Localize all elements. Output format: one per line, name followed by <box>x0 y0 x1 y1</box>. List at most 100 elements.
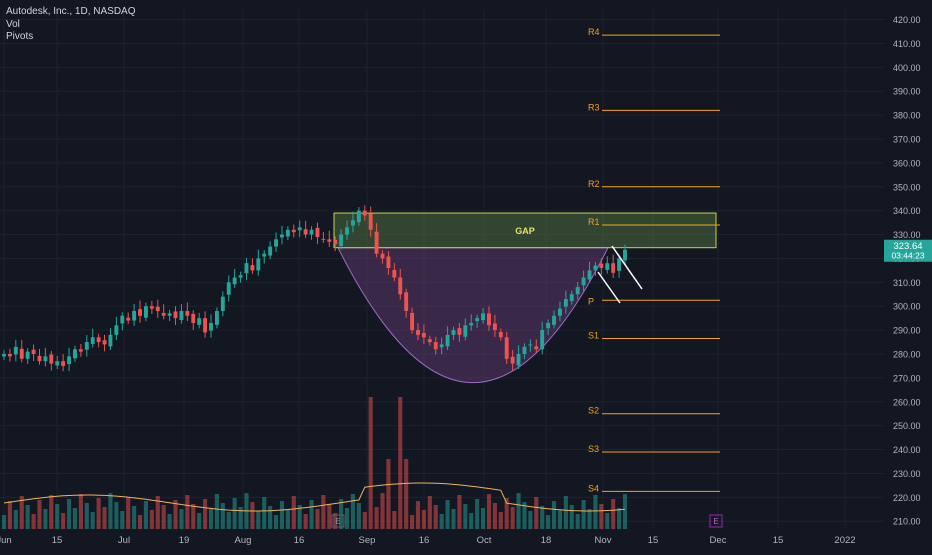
volume-bar <box>321 495 326 529</box>
candle-body <box>102 340 107 345</box>
candle-body <box>339 234 344 247</box>
candle-body <box>404 292 409 311</box>
pivot-label-r1: R1 <box>588 217 600 227</box>
candle-body <box>374 231 379 254</box>
candle-body <box>185 311 190 316</box>
symbol-title: Autodesk, Inc., 1D, NASDAQ <box>6 6 136 17</box>
volume-bar <box>451 509 456 529</box>
volume-bar <box>587 509 592 529</box>
volume-bar <box>185 495 190 529</box>
candle-body <box>256 258 261 271</box>
candle-body <box>368 213 373 230</box>
volume-bar <box>161 505 166 529</box>
candle-body <box>498 332 503 338</box>
volume-bar <box>256 511 261 529</box>
current-price-badge <box>884 239 932 262</box>
volume-bar <box>179 509 184 529</box>
x-axis-tick-label: 18 <box>541 535 552 546</box>
pivots-indicator-label: Pivots <box>6 31 34 42</box>
candle-body <box>78 349 83 352</box>
candle-body <box>557 308 562 316</box>
candle-body <box>2 354 6 357</box>
candle-body <box>540 330 545 350</box>
candle-body <box>623 249 627 261</box>
chart-legend: Autodesk, Inc., 1D, NASDAQ Vol Pivots <box>6 6 136 44</box>
volume-bar <box>220 503 225 529</box>
gap-zone-box <box>333 212 717 249</box>
volume-bar <box>279 501 285 529</box>
x-axis-tick-label: 15 <box>773 535 784 546</box>
earnings-marker <box>709 514 723 528</box>
candle-body <box>96 337 101 343</box>
volume-bar <box>469 513 474 529</box>
candle-body <box>126 317 131 321</box>
earnings-marker-label: E <box>335 517 340 526</box>
volume-bar <box>327 504 332 529</box>
volume-bar <box>250 502 255 529</box>
candle-body <box>534 346 539 350</box>
volume-bar <box>463 504 468 529</box>
candle-body <box>605 263 610 270</box>
candle-body <box>581 277 586 286</box>
candle-body <box>309 229 314 235</box>
candle-body <box>31 349 36 354</box>
x-axis-tick-label: Nov <box>595 535 612 546</box>
volume-bar <box>551 501 557 529</box>
volume-bar <box>522 502 527 529</box>
candle-body <box>356 210 361 223</box>
y-axis-tick-label: 270.00 <box>893 373 921 383</box>
candle-body <box>563 299 568 307</box>
volume-bar <box>7 501 12 529</box>
candle-body <box>291 229 296 233</box>
pivot-label-r4: R4 <box>588 27 600 37</box>
pivot-label-r3: R3 <box>588 102 600 112</box>
flag-line-lower <box>597 271 621 304</box>
candle-body <box>315 227 320 237</box>
y-axis-tick-label: 290.00 <box>893 326 921 336</box>
volume-bar <box>126 497 131 529</box>
volume-bar <box>510 507 515 529</box>
y-axis-tick-label: 230.00 <box>893 469 921 479</box>
candle-body <box>67 356 72 365</box>
volume-bar <box>540 506 545 529</box>
y-axis-tick-label: 210.00 <box>893 517 921 527</box>
pivot-label-s3: S3 <box>588 444 599 454</box>
candle-body <box>209 322 213 331</box>
candle-body <box>155 306 160 311</box>
candle-body <box>392 269 397 278</box>
pivot-label-p: P <box>588 296 594 306</box>
volume-bar <box>427 496 432 529</box>
volume-bar <box>309 500 314 529</box>
volume-bar <box>19 496 24 529</box>
volume-bar <box>173 500 178 529</box>
candle-body <box>427 339 432 343</box>
candle-body <box>73 349 77 359</box>
volume-bar <box>297 505 302 529</box>
pivot-label-s2: S2 <box>588 406 599 416</box>
volume-bar <box>149 510 154 529</box>
candle-body <box>421 332 426 338</box>
earnings-marker <box>331 514 345 528</box>
candle-body <box>481 313 486 321</box>
volume-bar <box>31 514 36 529</box>
volume-bar <box>557 510 563 529</box>
volume-bar <box>563 496 568 529</box>
volume-moving-average-line <box>3 482 626 512</box>
candle-body <box>398 277 403 295</box>
candle-body <box>439 344 444 348</box>
y-axis-tick-label: 310.00 <box>893 278 921 288</box>
volume-bar <box>386 459 391 529</box>
volume-bar <box>344 508 350 529</box>
x-axis-tick-label: 19 <box>179 535 190 546</box>
y-axis-tick-label: 410.00 <box>893 39 921 49</box>
candle-body <box>569 294 574 301</box>
volume-bar <box>362 512 367 529</box>
candle-body <box>433 342 438 350</box>
candle-body <box>226 282 231 295</box>
volume-bar <box>90 512 95 529</box>
candle-body <box>303 229 308 235</box>
candle-body <box>268 246 273 256</box>
candle-body <box>43 356 48 362</box>
